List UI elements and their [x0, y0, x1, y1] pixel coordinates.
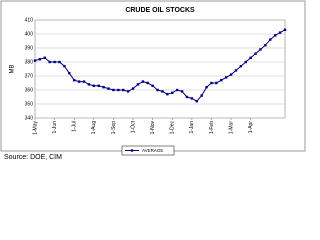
x-tick-label: 1-Sep	[111, 121, 117, 135]
data-point	[239, 65, 243, 68]
data-point	[205, 86, 208, 89]
data-point	[112, 88, 115, 92]
data-point	[171, 91, 174, 94]
data-point	[278, 31, 282, 34]
data-point	[38, 58, 42, 61]
data-point	[48, 60, 51, 64]
y-tick-label: 340	[25, 115, 34, 121]
x-tick-label: 1-Jul	[72, 121, 78, 132]
data-point	[136, 83, 140, 86]
data-point	[43, 56, 47, 59]
data-point	[283, 28, 287, 31]
legend-marker	[130, 149, 134, 152]
data-point	[264, 44, 267, 47]
data-point	[269, 38, 272, 41]
x-tick-label: 1-Nov	[150, 121, 156, 135]
data-point	[180, 90, 184, 93]
data-point	[200, 94, 203, 97]
data-point	[82, 80, 86, 83]
data-point	[220, 79, 223, 82]
data-point	[63, 65, 66, 68]
legend-label: AVERAGE	[142, 148, 163, 153]
y-tick-label: 410	[25, 17, 34, 23]
data-point	[161, 90, 164, 93]
data-point	[151, 84, 154, 87]
data-point	[68, 72, 71, 75]
data-point	[244, 60, 247, 64]
chart-title: CRUDE OIL STOCKS	[125, 7, 195, 14]
x-tick-label: 1-Feb	[209, 121, 215, 134]
data-point	[77, 80, 81, 83]
data-point	[229, 73, 233, 76]
data-point	[175, 88, 179, 92]
data-point	[234, 69, 238, 72]
data-point	[117, 88, 120, 92]
data-point	[92, 84, 96, 87]
data-point	[185, 95, 189, 99]
data-point	[224, 76, 228, 79]
legend	[121, 145, 175, 156]
data-point	[146, 81, 149, 85]
x-tick-label: 1-Dec	[170, 121, 176, 135]
source-note: Source: DOE, CIM	[4, 154, 62, 161]
data-point	[195, 100, 198, 103]
data-point	[190, 97, 194, 100]
series-line	[34, 29, 286, 102]
data-point	[131, 87, 135, 90]
data-point	[249, 56, 252, 59]
y-tick-label: 390	[25, 45, 34, 51]
chart: CRUDE OIL STOCKS MB Source: DOE, CIM 340…	[0, 0, 306, 161]
data-point	[126, 90, 130, 93]
y-tick-label: 370	[25, 73, 34, 79]
data-point	[107, 87, 110, 90]
x-tick-label: 1-Mar	[228, 121, 234, 134]
x-tick-label: 1-Oct	[130, 120, 136, 133]
y-tick-label: 350	[25, 101, 34, 107]
data-point	[73, 79, 76, 82]
data-point	[215, 81, 218, 85]
data-point	[102, 86, 105, 89]
x-tick-label: 1-May	[32, 121, 38, 135]
x-tick-label: 1-Apr	[248, 121, 254, 134]
x-tick-label: 1-Jun	[52, 121, 58, 134]
y-tick-label: 380	[25, 59, 34, 65]
data-point	[58, 60, 61, 64]
data-point	[122, 88, 125, 92]
data-point	[53, 60, 56, 64]
plot-area	[34, 19, 286, 119]
data-point	[259, 48, 262, 51]
data-point	[97, 84, 100, 87]
data-point	[33, 59, 37, 62]
x-tick-label: 1-Aug	[91, 121, 97, 135]
data-point	[87, 83, 91, 86]
data-point	[156, 88, 159, 92]
y-tick-label: 400	[25, 31, 34, 37]
data-point	[166, 93, 169, 96]
data-point	[273, 34, 277, 37]
y-tick-label: 360	[25, 87, 34, 93]
data-point	[210, 81, 213, 85]
x-tick-label: 1-Jan	[189, 121, 195, 134]
data-point	[141, 80, 145, 83]
y-axis-label: MB	[10, 65, 16, 74]
data-point	[254, 52, 257, 55]
